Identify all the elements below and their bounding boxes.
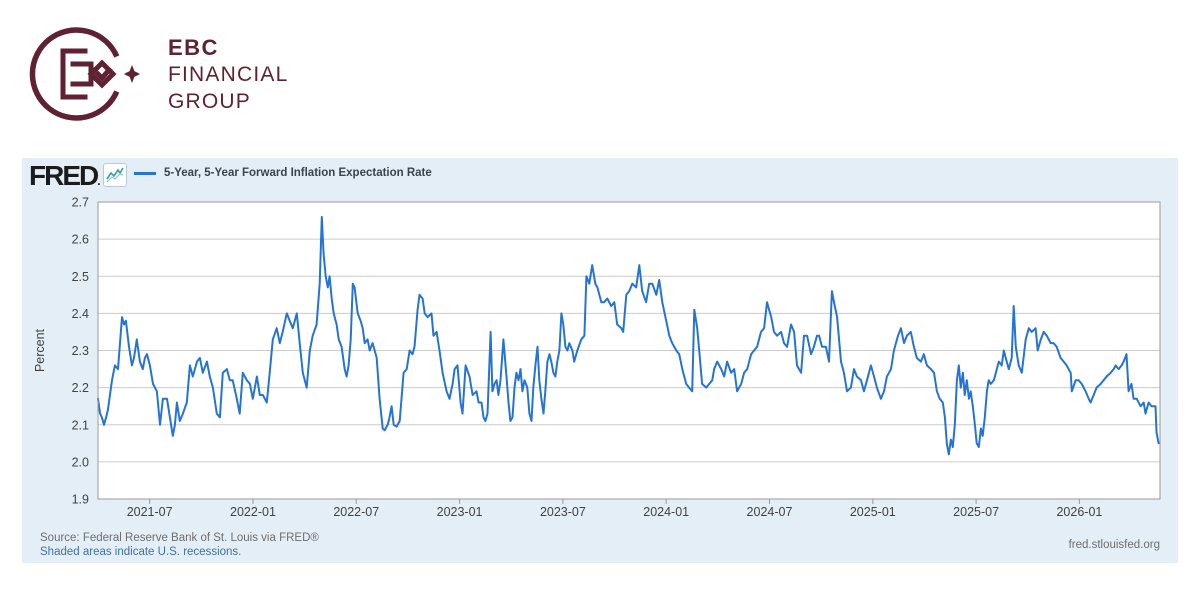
x-tick-label: 2024-01 (643, 505, 689, 519)
x-tick-label: 2022-07 (333, 505, 379, 519)
legend-series-label: 5-Year, 5-Year Forward Inflation Expecta… (164, 167, 432, 179)
y-tick-label: 2.7 (72, 196, 89, 210)
brand-name-line2: FINANCIAL (168, 62, 289, 86)
legend-line-swatch (134, 171, 156, 175)
brand-wordmark: EBC FINANCIAL GROUP (168, 34, 289, 115)
brand-name-line3: GROUP (168, 89, 252, 113)
chart-footer: Source: Federal Reserve Bank of St. Loui… (40, 532, 319, 559)
series-line[interactable] (97, 215, 1160, 456)
chart-header: FRED. 5-Year, 5-Year Forward Inflation E… (22, 158, 1178, 202)
y-tick-label: 2.1 (72, 418, 89, 432)
x-tick-label: 2024-07 (747, 505, 793, 519)
y-tick-label: 1.9 (72, 493, 89, 507)
y-tick-label: 2.2 (72, 381, 89, 395)
fred-chart-icon (103, 163, 127, 187)
plot-border (97, 201, 1161, 500)
plot-svg[interactable]: 2.7 2.6 2.5 2.4 2.3 2.2 2.1 2.0 1.9 2021-07 2022-0… (22, 158, 1178, 563)
brand-header: EBC FINANCIAL GROUP (28, 24, 289, 124)
ebc-logo-icon (29, 27, 140, 121)
brand-name: EBC (168, 34, 219, 60)
fred-logo[interactable]: FRED. (29, 160, 101, 191)
fred-site-link[interactable]: fred.stlouisfed.org (1068, 539, 1160, 551)
y-tick-label: 2.3 (72, 344, 89, 358)
x-tick-label: 2023-07 (540, 505, 586, 519)
x-tick-label: 2026-01 (1056, 505, 1102, 519)
y-axis-title: Percent (33, 328, 47, 372)
fred-chart-card: 2.7 2.6 2.5 2.4 2.3 2.2 2.1 2.0 1.9 2021-07 2022-0… (22, 158, 1178, 563)
recessions-link[interactable]: Shaded areas indicate U.S. recessions. (40, 545, 242, 558)
x-tick-label: 2025-01 (850, 505, 896, 519)
y-tick-label: 2.5 (72, 270, 89, 284)
x-tick-label: 2021-07 (127, 505, 173, 519)
y-tick-label: 2.6 (72, 233, 89, 247)
legend: 5-Year, 5-Year Forward Inflation Expecta… (134, 167, 432, 179)
x-tick-label: 2022-01 (230, 505, 276, 519)
x-tick-label: 2025-07 (953, 505, 999, 519)
source-text: Source: Federal Reserve Bank of St. Loui… (40, 532, 319, 544)
y-tick-label: 2.4 (72, 307, 89, 321)
sparkle-icon (124, 65, 140, 83)
y-tick-label: 2.0 (72, 455, 89, 469)
x-tick-label: 2023-01 (437, 505, 483, 519)
